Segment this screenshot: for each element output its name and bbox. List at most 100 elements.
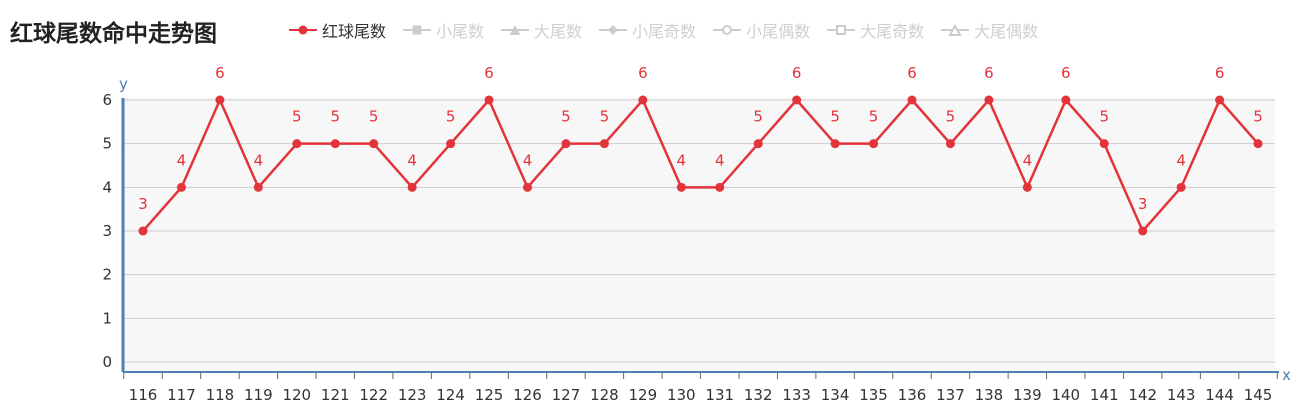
data-point[interactable] bbox=[1176, 182, 1186, 192]
data-point[interactable] bbox=[1138, 226, 1148, 236]
data-point[interactable] bbox=[369, 139, 379, 149]
data-point[interactable] bbox=[830, 139, 840, 149]
data-label: 5 bbox=[292, 108, 302, 126]
data-label: 5 bbox=[1253, 108, 1263, 126]
x-tick-label: 128 bbox=[590, 386, 619, 404]
data-point[interactable] bbox=[1215, 95, 1225, 105]
chart-title: 红球尾数命中走势图 bbox=[10, 21, 217, 47]
data-label: 4 bbox=[523, 151, 533, 169]
data-point[interactable] bbox=[753, 139, 763, 149]
legend-label: 大尾偶数 bbox=[974, 22, 1039, 41]
data-point[interactable] bbox=[945, 139, 955, 149]
data-label: 5 bbox=[869, 108, 879, 126]
data-point[interactable] bbox=[330, 139, 340, 149]
data-point[interactable] bbox=[1099, 139, 1109, 149]
x-tick-label: 145 bbox=[1244, 386, 1273, 404]
data-label: 6 bbox=[984, 64, 994, 82]
x-tick-label: 129 bbox=[629, 386, 658, 404]
y-tick-label: 2 bbox=[102, 266, 112, 284]
y-axis-label: y bbox=[119, 75, 128, 93]
x-tick-label: 140 bbox=[1051, 386, 1080, 404]
data-point[interactable] bbox=[176, 182, 186, 192]
x-tick-label: 138 bbox=[975, 386, 1004, 404]
data-point[interactable] bbox=[292, 139, 302, 149]
x-tick-label: 127 bbox=[552, 386, 581, 404]
data-point[interactable] bbox=[253, 182, 263, 192]
y-tick-label: 4 bbox=[102, 178, 112, 196]
x-tick-label: 134 bbox=[821, 386, 850, 404]
data-point[interactable] bbox=[984, 95, 994, 105]
x-tick-label: 132 bbox=[744, 386, 773, 404]
legend-item-4[interactable]: 小尾奇数 bbox=[598, 18, 696, 42]
data-label: 5 bbox=[946, 108, 956, 126]
data-point[interactable] bbox=[907, 95, 917, 105]
x-tick-label: 116 bbox=[129, 386, 158, 404]
x-tick-label: 131 bbox=[705, 386, 734, 404]
data-point[interactable] bbox=[1022, 182, 1032, 192]
x-tick-label: 130 bbox=[667, 386, 696, 404]
data-point[interactable] bbox=[523, 182, 532, 192]
legend-item-1[interactable]: 红球尾数 bbox=[288, 18, 386, 42]
data-label: 4 bbox=[1176, 151, 1186, 169]
legend-item-5[interactable]: 小尾偶数 bbox=[712, 18, 810, 42]
legend-item-3[interactable]: 大尾数 bbox=[500, 18, 582, 42]
legend-label: 大尾数 bbox=[534, 22, 583, 41]
data-point[interactable] bbox=[1253, 139, 1263, 149]
x-tick-label: 137 bbox=[936, 386, 965, 404]
series-line bbox=[142, 98, 1259, 233]
data-label: 5 bbox=[561, 108, 571, 126]
data-point[interactable] bbox=[561, 139, 571, 149]
legend-label: 红球尾数 bbox=[322, 22, 387, 41]
data-label: 4 bbox=[677, 151, 687, 169]
data-point[interactable] bbox=[638, 95, 648, 105]
x-tick-label: 121 bbox=[321, 386, 350, 404]
legend-item-2[interactable]: 小尾数 bbox=[402, 18, 484, 42]
legend-label: 小尾数 bbox=[436, 22, 485, 41]
x-tick-label: 135 bbox=[859, 386, 888, 404]
data-point[interactable] bbox=[599, 139, 609, 149]
data-point[interactable] bbox=[407, 182, 417, 192]
legend-label: 大尾奇数 bbox=[860, 22, 925, 41]
legend-label: 小尾奇数 bbox=[632, 22, 697, 41]
data-label: 6 bbox=[792, 64, 802, 82]
circle-filled-icon bbox=[289, 25, 317, 35]
x-tick-label: 122 bbox=[359, 386, 388, 404]
data-point[interactable] bbox=[215, 95, 225, 105]
data-point[interactable] bbox=[138, 226, 148, 236]
legend-item-7[interactable]: 大尾偶数 bbox=[940, 18, 1038, 42]
circle-open-icon bbox=[713, 25, 742, 35]
data-label: 5 bbox=[369, 108, 379, 126]
data-label: 4 bbox=[177, 151, 187, 169]
x-tick-label: 133 bbox=[782, 386, 811, 404]
data-label: 6 bbox=[1061, 64, 1071, 82]
x-tick-label: 141 bbox=[1090, 386, 1119, 404]
data-label: 5 bbox=[600, 108, 610, 126]
x-tick-label: 126 bbox=[513, 386, 542, 404]
triangle-filled-icon bbox=[501, 25, 530, 35]
diamond-filled-icon bbox=[599, 25, 628, 35]
data-point[interactable] bbox=[1061, 95, 1071, 105]
data-point[interactable] bbox=[715, 182, 725, 192]
data-label: 4 bbox=[407, 151, 417, 169]
y-tick-label: 6 bbox=[102, 91, 112, 109]
x-tick-label: 123 bbox=[398, 386, 427, 404]
y-tick-label: 5 bbox=[102, 135, 112, 153]
square-filled-icon bbox=[403, 25, 432, 35]
data-label: 5 bbox=[446, 108, 456, 126]
legend-item-6[interactable]: 大尾奇数 bbox=[826, 18, 924, 42]
x-tick-label: 124 bbox=[436, 386, 465, 404]
data-label: 5 bbox=[1099, 108, 1109, 126]
data-label: 5 bbox=[330, 108, 340, 126]
data-point[interactable] bbox=[484, 95, 494, 105]
data-point[interactable] bbox=[446, 139, 456, 149]
triangle-open-icon bbox=[941, 23, 970, 36]
data-label: 5 bbox=[830, 108, 840, 126]
plot-area bbox=[123, 98, 1275, 372]
x-tick-label: 117 bbox=[167, 386, 196, 404]
data-point[interactable] bbox=[792, 95, 802, 105]
y-tick-label: 1 bbox=[102, 309, 112, 327]
data-point[interactable] bbox=[676, 182, 686, 192]
data-point[interactable] bbox=[869, 139, 879, 149]
x-tick-label: 144 bbox=[1205, 386, 1234, 404]
